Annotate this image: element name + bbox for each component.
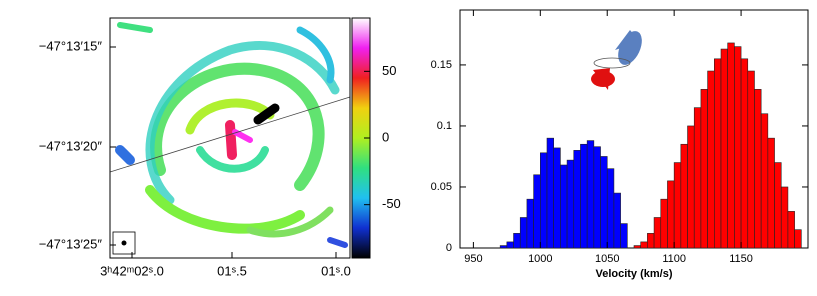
- map-frame: [109, 17, 351, 259]
- hist-bar: [667, 180, 675, 249]
- hist-bar: [506, 241, 514, 249]
- hist-bar: [774, 162, 782, 249]
- hist-bar: [760, 113, 769, 249]
- x-tick-label: 1050: [595, 253, 619, 265]
- hist-bar: [787, 211, 795, 249]
- hist-bar: [566, 159, 575, 249]
- colorbar-tick-label: 0: [382, 129, 389, 144]
- hist-bar: [593, 146, 601, 249]
- hist-bar: [707, 70, 715, 249]
- hist-bar: [580, 143, 588, 249]
- x-tick-label: 3ʰ42ᵐ02ˢ.0: [100, 263, 164, 278]
- velocity-map: [115, 22, 348, 248]
- hist-bar: [606, 168, 615, 249]
- hist-bar: [633, 245, 641, 249]
- y-tick-label: 0: [446, 242, 452, 254]
- y-tick-label: −47°13′20″: [39, 138, 103, 153]
- hist-bar: [526, 198, 534, 249]
- hist-bar: [660, 198, 668, 249]
- hist-bar: [727, 42, 735, 249]
- hist-bar: [767, 137, 775, 249]
- y-tick-label: 0.15: [431, 59, 452, 71]
- hist-bar: [754, 89, 762, 249]
- hist-bar: [687, 125, 695, 249]
- hist-bar: [693, 107, 702, 249]
- hist-bar: [540, 152, 548, 249]
- cone-icon: [591, 30, 642, 90]
- hist-bar: [620, 223, 628, 249]
- x-tick-label: 01ˢ.5: [217, 263, 247, 278]
- hist-bar: [734, 46, 742, 249]
- hist-bar: [794, 229, 802, 249]
- hist-bar: [519, 217, 528, 249]
- hist-bar: [499, 245, 508, 249]
- x-tick-label: 950: [464, 253, 482, 265]
- hist-bar: [546, 137, 554, 249]
- y-tick-label: 0.05: [431, 181, 452, 193]
- hist-bar: [573, 150, 581, 249]
- hist-bar: [680, 143, 688, 249]
- colorbar-tick-label: -50: [382, 196, 401, 211]
- hist-bar: [586, 140, 595, 249]
- hist-bar: [553, 147, 561, 249]
- x-tick-label: 1150: [729, 253, 753, 265]
- hist-bar: [513, 233, 521, 249]
- hist-bar: [780, 186, 789, 249]
- beam: [121, 240, 127, 246]
- hist-bar: [714, 58, 722, 249]
- x-tick-label: 1100: [662, 253, 686, 265]
- colorbar-tick-label: 50: [382, 63, 396, 78]
- hist-bar: [613, 192, 621, 249]
- y-tick-label: −47°13′15″: [39, 38, 103, 53]
- hist-bar: [740, 58, 749, 249]
- hist-bar: [653, 217, 662, 249]
- y-tick-label: −47°13′25″: [39, 236, 103, 251]
- x-tick-label: 1000: [528, 253, 552, 265]
- hist-bar: [533, 174, 541, 249]
- hist-bar: [747, 70, 755, 249]
- hist-bar: [700, 89, 708, 249]
- x-axis-label: Velocity (km/s): [595, 268, 672, 280]
- hist-bar: [673, 162, 682, 249]
- position-angle-line: [109, 96, 351, 173]
- hist-bar: [720, 48, 728, 249]
- x-tick-label: 01ˢ.0: [321, 263, 351, 278]
- beam-box: [112, 231, 136, 255]
- hist-bar: [647, 233, 655, 249]
- hist-bar: [640, 241, 648, 249]
- hist-bar: [560, 164, 568, 249]
- hist-bar: [600, 156, 608, 249]
- y-tick-label: 0.1: [437, 120, 452, 132]
